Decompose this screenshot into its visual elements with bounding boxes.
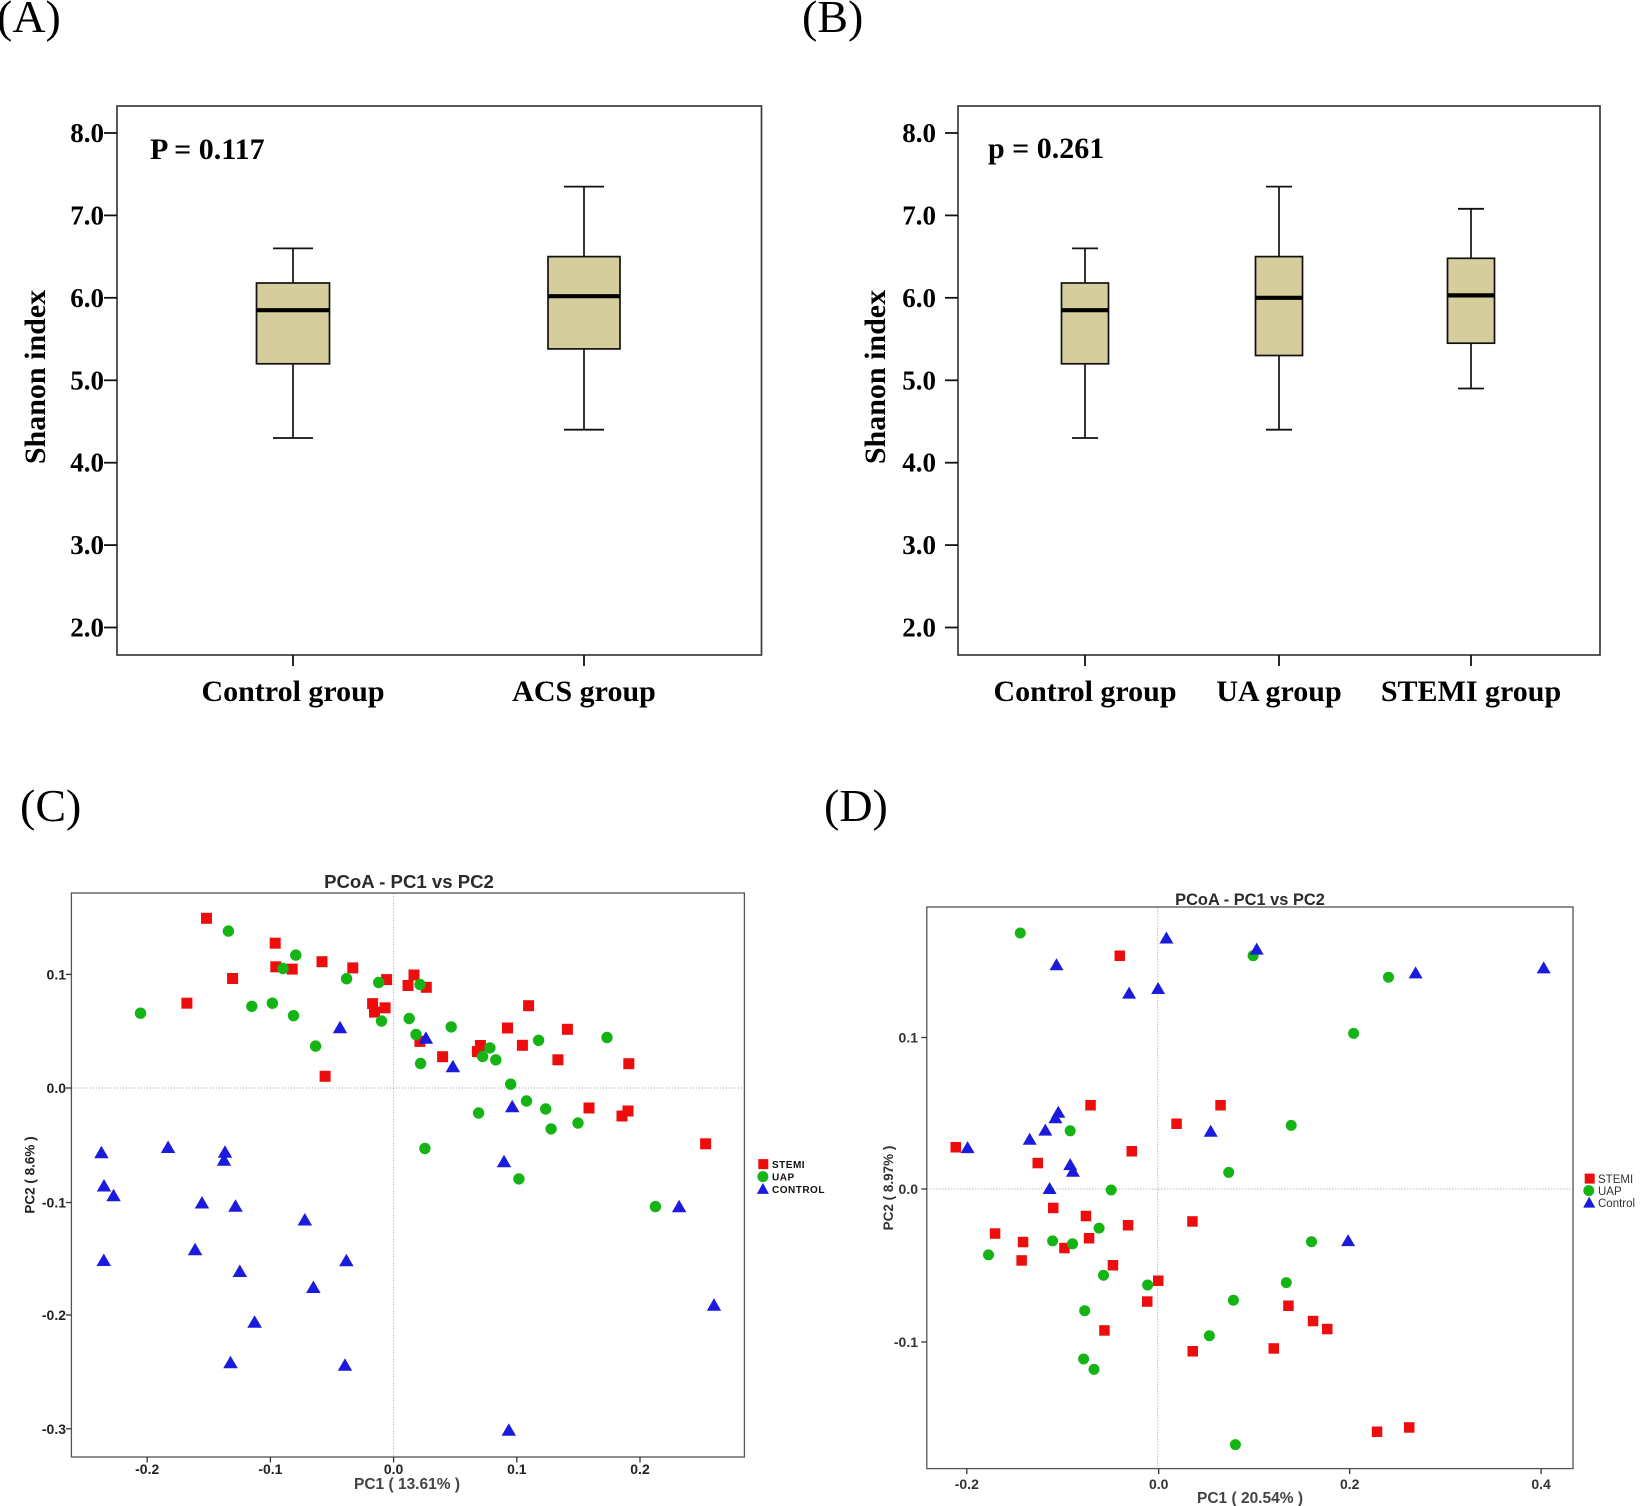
svg-text:4.0: 4.0 (70, 448, 104, 478)
svg-text:Control: Control (1598, 1198, 1635, 1210)
svg-text:Control group: Control group (993, 675, 1176, 708)
svg-text:0.2: 0.2 (1340, 1476, 1360, 1492)
svg-text:-0.2: -0.2 (955, 1476, 979, 1492)
svg-text:PCoA - PC1 vs PC2: PCoA - PC1 vs PC2 (1175, 891, 1325, 909)
svg-text:ACS group: ACS group (512, 675, 656, 708)
svg-text:5.0: 5.0 (70, 365, 104, 395)
svg-text:5.0: 5.0 (902, 365, 936, 395)
svg-text:-0.2: -0.2 (42, 1307, 66, 1323)
svg-text:(D): (D) (824, 780, 888, 831)
svg-text:P = 0.117: P = 0.117 (150, 133, 265, 166)
svg-text:0.0: 0.0 (384, 1461, 404, 1477)
svg-text:PC1 ( 20.54% ): PC1 ( 20.54% ) (1197, 1490, 1303, 1506)
svg-text:Shanon index: Shanon index (859, 290, 892, 464)
svg-text:PC2 ( 8.97% ): PC2 ( 8.97% ) (881, 1146, 896, 1231)
svg-text:STEMI: STEMI (1598, 1174, 1633, 1186)
svg-text:8.0: 8.0 (902, 118, 936, 148)
svg-text:7.0: 7.0 (70, 200, 104, 230)
svg-text:(B): (B) (802, 0, 863, 42)
svg-text:Control group: Control group (201, 675, 384, 708)
svg-text:2.0: 2.0 (902, 613, 936, 643)
svg-text:3.0: 3.0 (902, 530, 936, 560)
svg-text:3.0: 3.0 (70, 530, 104, 560)
svg-text:-0.1: -0.1 (42, 1195, 66, 1211)
svg-text:CONTROL: CONTROL (772, 1185, 825, 1196)
svg-text:UAP: UAP (1598, 1186, 1622, 1198)
svg-text:PCoA - PC1 vs PC2: PCoA - PC1 vs PC2 (324, 871, 494, 892)
svg-text:(A): (A) (0, 0, 61, 42)
svg-text:PC2 ( 8.6% ): PC2 ( 8.6% ) (23, 1136, 38, 1213)
svg-text:-0.3: -0.3 (42, 1421, 66, 1437)
svg-text:-0.1: -0.1 (894, 1334, 918, 1350)
svg-text:0.0: 0.0 (1149, 1476, 1169, 1492)
svg-text:-0.1: -0.1 (258, 1461, 282, 1477)
svg-text:7.0: 7.0 (902, 200, 936, 230)
svg-text:8.0: 8.0 (70, 118, 104, 148)
svg-text:(C): (C) (20, 780, 81, 831)
svg-text:0.0: 0.0 (899, 1181, 919, 1197)
svg-text:p = 0.261: p = 0.261 (988, 132, 1104, 165)
svg-text:0.0: 0.0 (47, 1080, 67, 1096)
svg-text:Shanon index: Shanon index (19, 290, 52, 464)
svg-text:STEMI: STEMI (772, 1160, 805, 1171)
svg-text:0.4: 0.4 (1531, 1476, 1551, 1492)
svg-text:0.2: 0.2 (630, 1461, 650, 1477)
svg-text:0.1: 0.1 (899, 1030, 919, 1046)
svg-text:2.0: 2.0 (70, 613, 104, 643)
svg-text:4.0: 4.0 (902, 448, 936, 478)
svg-text:UA group: UA group (1216, 675, 1341, 708)
svg-text:STEMI group: STEMI group (1381, 675, 1561, 708)
svg-text:6.0: 6.0 (902, 283, 936, 313)
svg-text:0.1: 0.1 (507, 1461, 527, 1477)
svg-text:PC1 ( 13.61% ): PC1 ( 13.61% ) (354, 1476, 460, 1493)
svg-text:-0.2: -0.2 (135, 1461, 159, 1477)
svg-text:UAP: UAP (772, 1173, 795, 1184)
svg-text:6.0: 6.0 (70, 283, 104, 313)
svg-text:0.1: 0.1 (47, 966, 67, 982)
